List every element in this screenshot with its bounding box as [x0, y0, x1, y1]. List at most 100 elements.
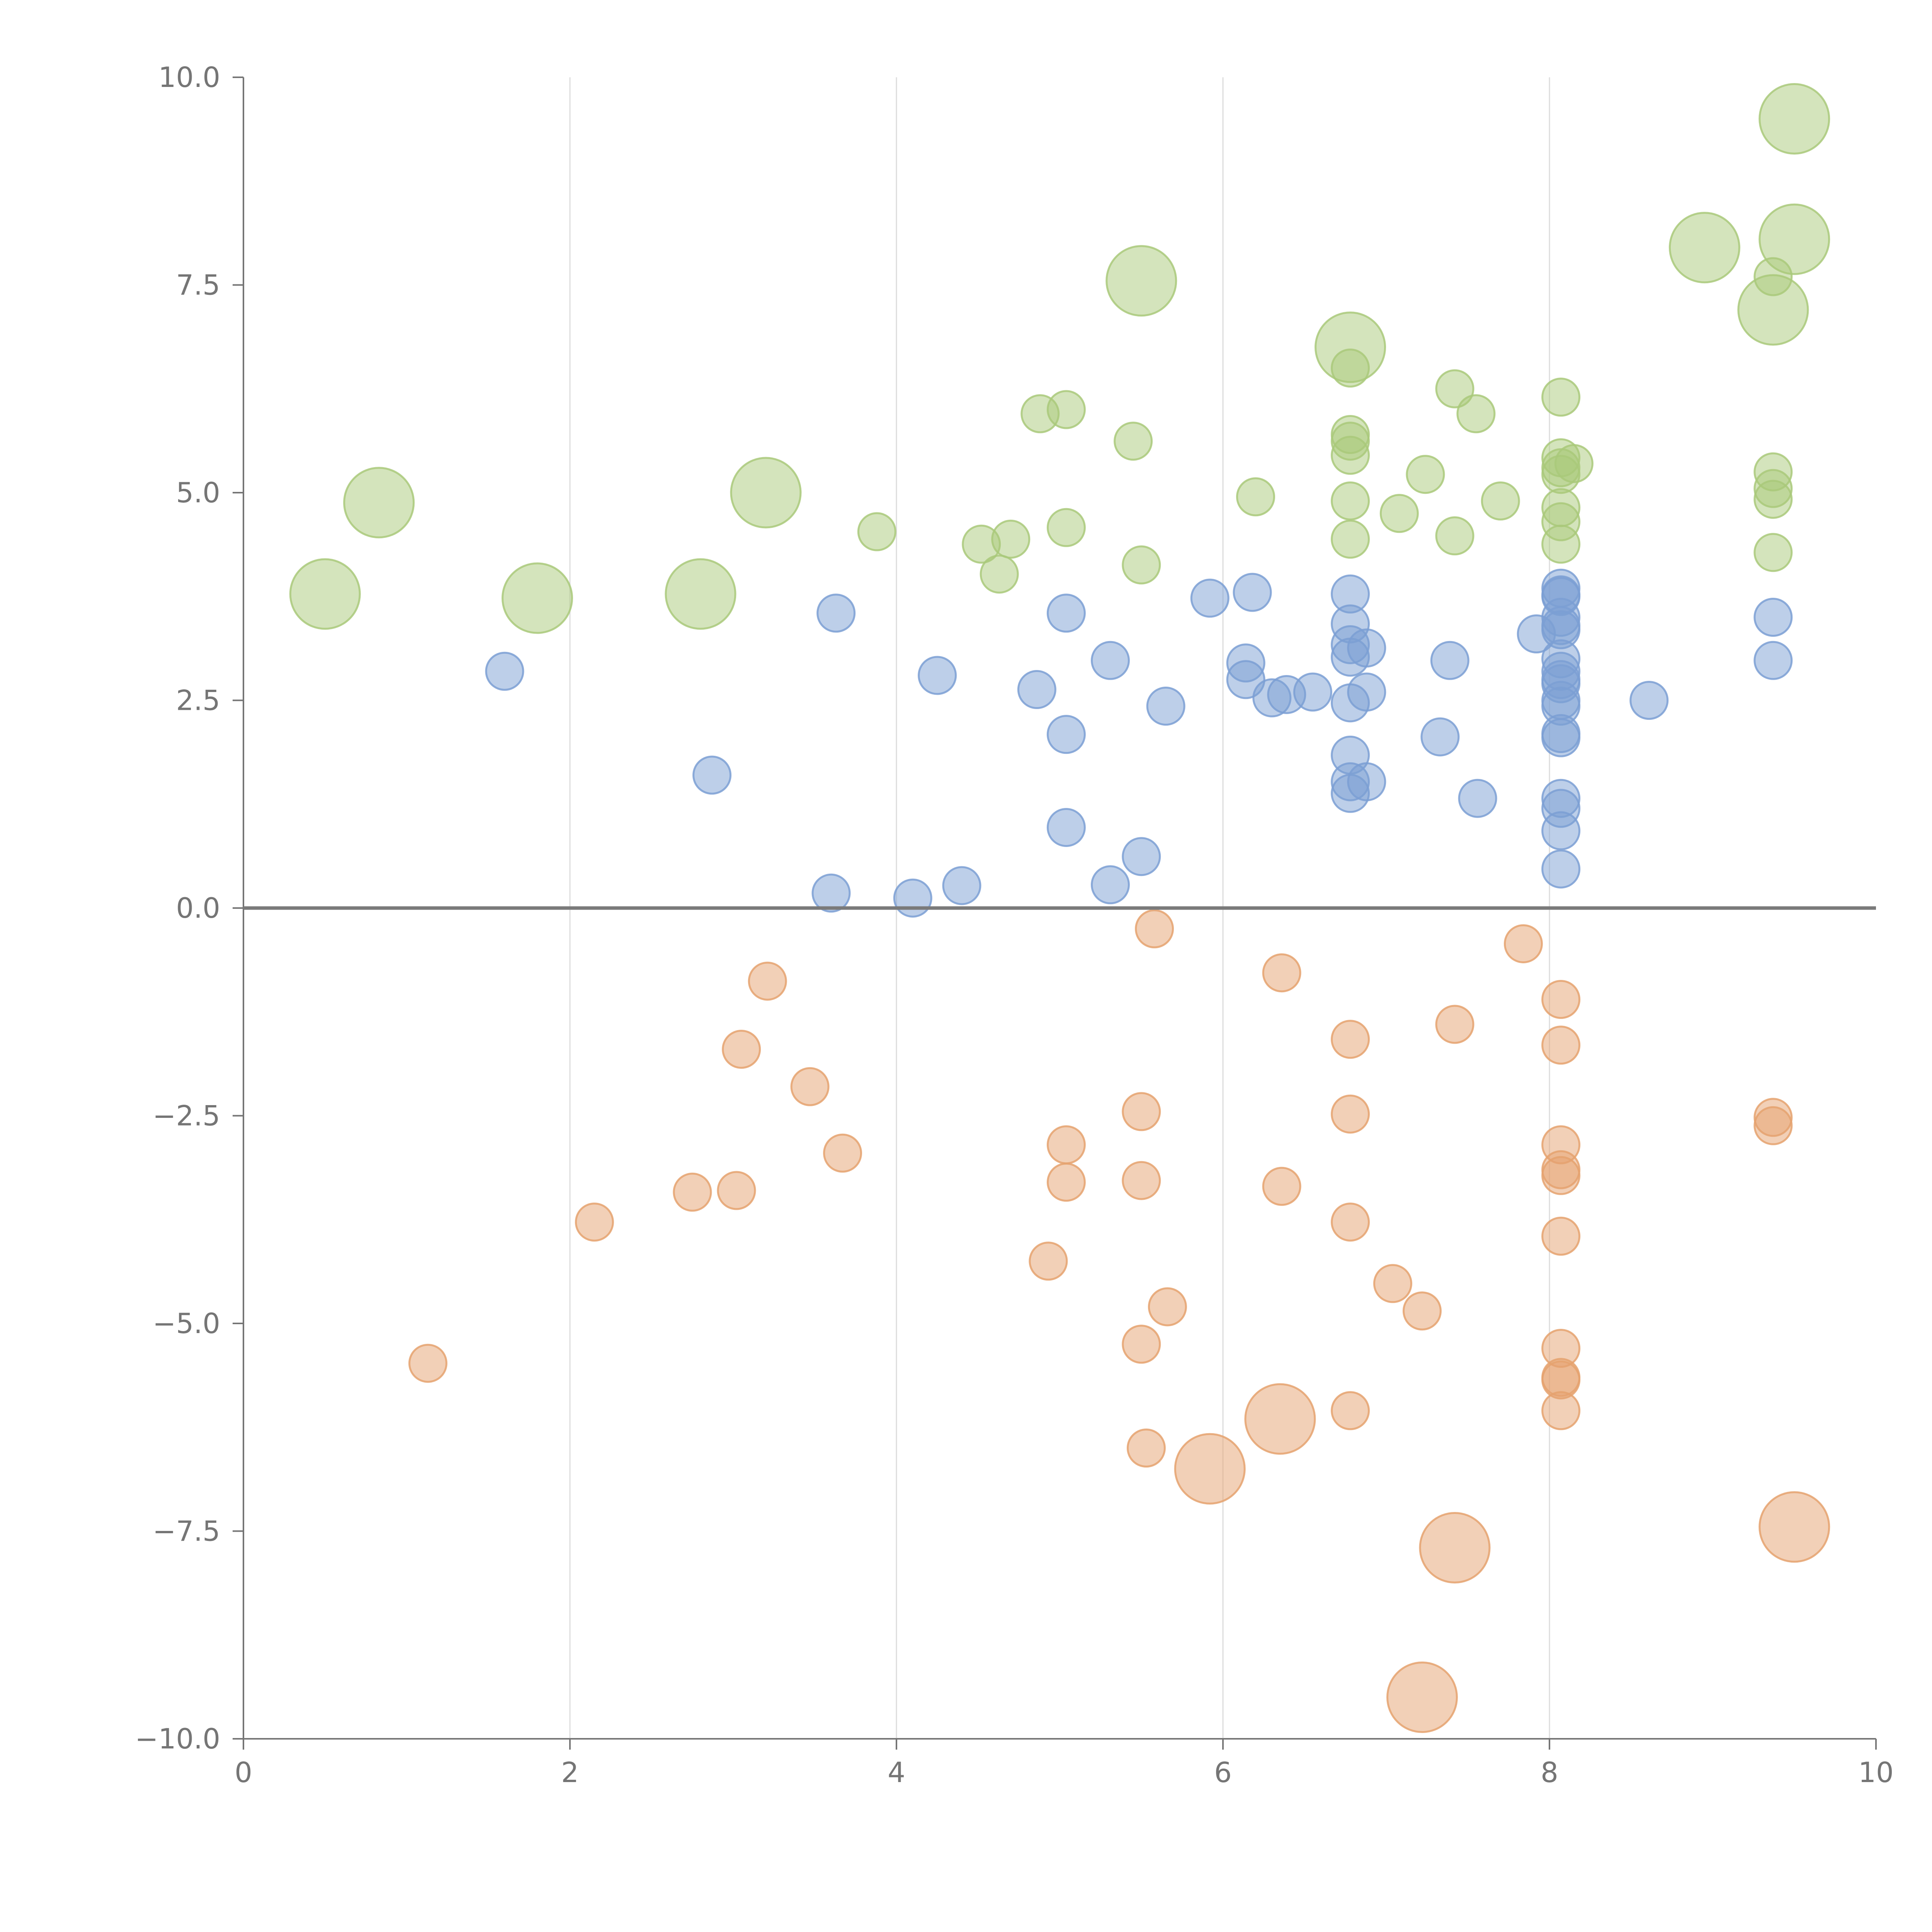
bubble-mid-54 [1541, 849, 1581, 889]
bubble-mid-15 [1190, 578, 1230, 618]
bubble-high-42 [980, 554, 1019, 594]
y-tick-label-4: 0.0 [176, 892, 220, 924]
bubble-mid-34 [1430, 641, 1469, 680]
bubble-negative-27 [1386, 1662, 1458, 1733]
bubble-negative-18 [1244, 1383, 1316, 1455]
x-tick-label-5: 10 [1858, 1756, 1894, 1789]
bubble-high-25 [730, 457, 802, 529]
x-tick-label-0: 0 [235, 1756, 252, 1789]
bubble-mid-14 [942, 866, 981, 905]
bubble-mid-57 [1753, 641, 1793, 680]
bubble-mid-32 [1347, 762, 1386, 801]
bubble-mid-7 [1046, 808, 1086, 847]
bubble-high-0 [1759, 83, 1830, 155]
bubble-mid-12 [811, 873, 851, 913]
bubble-high-4 [1737, 274, 1809, 346]
bubble-mid-4 [1017, 670, 1056, 709]
bubble-mid-13 [893, 878, 932, 918]
bubble-mid-1 [692, 755, 732, 795]
bubble-negative-12 [1122, 1161, 1161, 1200]
bubble-negative-6 [790, 1067, 830, 1106]
y-tick-label-5: −2.5 [153, 1100, 220, 1132]
bubble-high-41 [1122, 545, 1161, 585]
bubble-negative-11 [1122, 1092, 1161, 1131]
bubble-layer [289, 83, 1830, 1733]
x-tick-label-1: 2 [561, 1756, 579, 1789]
bubble-negative-25 [1373, 1264, 1412, 1303]
bubble-mid-11 [1146, 687, 1185, 726]
bubble-high-36 [991, 519, 1031, 559]
bubble-high-2 [1668, 212, 1740, 284]
bubble-high-29 [1379, 494, 1419, 533]
bubble-negative-42 [1753, 1106, 1793, 1145]
bubble-mid-56 [1753, 598, 1793, 637]
bubble-high-43 [289, 558, 361, 630]
bubble-high-16 [1331, 435, 1370, 475]
bubble-negative-21 [1331, 1020, 1370, 1059]
bubble-negative-7 [823, 1133, 862, 1173]
bubble-high-30 [1481, 481, 1520, 520]
bubble-mid-33 [1420, 717, 1460, 757]
bubble-negative-20 [1262, 1167, 1301, 1206]
bubble-mid-53 [1541, 811, 1581, 850]
x-tick-label-3: 6 [1214, 1756, 1232, 1789]
bubble-negative-31 [1541, 980, 1581, 1019]
bubble-negative-5 [748, 961, 787, 1001]
bubble-mid-21 [1293, 672, 1332, 712]
bubble-negative-4 [722, 1030, 761, 1069]
bubble-negative-29 [1419, 1512, 1491, 1583]
bubble-negative-14 [1126, 1429, 1166, 1468]
bubble-negative-36 [1541, 1216, 1581, 1256]
y-tick-label-0: 10.0 [158, 61, 220, 94]
bubble-high-22 [1406, 455, 1445, 494]
bubble-mid-6 [1046, 715, 1086, 754]
bubble-negative-2 [673, 1172, 712, 1212]
bubble-negative-15 [1135, 909, 1174, 949]
bubble-high-34 [1046, 508, 1086, 547]
bubble-negative-43 [1759, 1491, 1830, 1563]
bubble-high-28 [1331, 481, 1370, 520]
bubble-mid-55 [1629, 681, 1669, 720]
bubble-high-33 [857, 512, 896, 551]
y-tick-label-3: 2.5 [176, 684, 220, 717]
bubble-mid-10 [1122, 837, 1161, 876]
bubble-high-27 [1236, 477, 1275, 517]
bubble-mid-35 [1458, 779, 1497, 818]
bubble-high-45 [665, 558, 736, 630]
bubble-high-10 [1541, 378, 1581, 417]
bubble-mid-2 [816, 594, 856, 633]
bubble-negative-26 [1402, 1291, 1442, 1331]
bubble-high-26 [343, 467, 415, 539]
axis-layer: 0 2 4 6 8 10 10.0 7.5 5.0 2.5 0.0 −2.5 −5.0 −7.5 −10.0 [135, 61, 1893, 1789]
bubble-high-38 [1435, 516, 1475, 556]
bubble-negative-13 [1122, 1325, 1161, 1364]
bubble-mid-16 [1233, 573, 1272, 612]
x-tick-label-4: 8 [1541, 1756, 1558, 1789]
bubble-mid-26 [1347, 628, 1386, 668]
bubble-mid-8 [1090, 641, 1130, 680]
bubble-negative-3 [717, 1171, 756, 1210]
bubble-mid-50 [1541, 718, 1581, 757]
bubble-high-9 [1456, 394, 1496, 434]
bubble-negative-1 [575, 1202, 614, 1242]
bubble-negative-16 [1148, 1287, 1187, 1327]
bubble-high-40 [1753, 533, 1793, 572]
bubble-high-37 [1331, 519, 1370, 559]
bubble-negative-8 [1029, 1242, 1068, 1281]
bubble-high-39 [1541, 524, 1581, 564]
bubble-mid-3 [918, 656, 957, 695]
bubble-high-1 [1759, 203, 1830, 275]
bubble-mid-9 [1090, 865, 1130, 905]
x-tick-label-2: 4 [888, 1756, 905, 1789]
bubble-mid-28 [1331, 683, 1370, 723]
bubble-high-5 [1105, 245, 1177, 317]
bubble-negative-35 [1541, 1156, 1581, 1195]
bubble-negative-22 [1331, 1094, 1370, 1134]
bubble-negative-40 [1541, 1391, 1581, 1430]
y-tick-label-8: −10.0 [135, 1723, 220, 1755]
y-tick-label-2: 5.0 [176, 476, 220, 509]
bubble-high-13 [1114, 422, 1153, 461]
bubble-negative-10 [1046, 1163, 1086, 1202]
bubble-high-24 [1753, 480, 1793, 519]
